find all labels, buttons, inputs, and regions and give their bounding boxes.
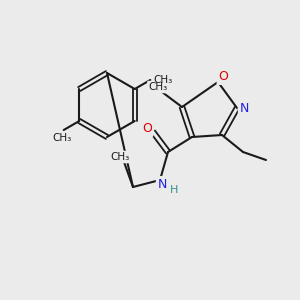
Text: O: O <box>218 70 228 83</box>
Text: O: O <box>142 122 152 136</box>
Text: CH₃: CH₃ <box>153 75 172 85</box>
Text: CH₃: CH₃ <box>52 133 71 143</box>
Text: H: H <box>170 185 178 195</box>
Text: N: N <box>157 178 167 190</box>
Text: CH₃: CH₃ <box>110 152 130 162</box>
Text: CH₃: CH₃ <box>148 82 168 92</box>
Text: N: N <box>239 101 249 115</box>
